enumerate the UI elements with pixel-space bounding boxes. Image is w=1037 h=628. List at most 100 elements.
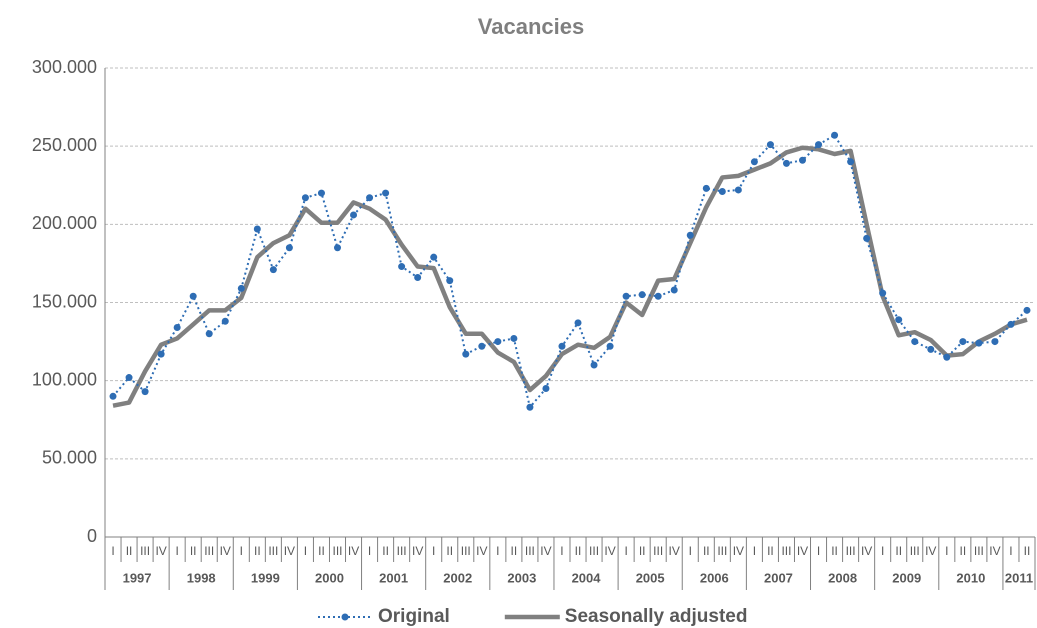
year-label: 1998 bbox=[187, 570, 216, 585]
year-label: 2008 bbox=[828, 570, 857, 585]
x-tick-label: II bbox=[639, 544, 646, 558]
x-tick-label: III bbox=[332, 544, 342, 558]
year-label: 1999 bbox=[251, 570, 280, 585]
point bbox=[414, 273, 422, 281]
year-label: 2004 bbox=[572, 570, 602, 585]
x-tick-label: II bbox=[703, 544, 710, 558]
x-tick-label: III bbox=[653, 544, 663, 558]
point bbox=[1007, 320, 1015, 328]
point bbox=[927, 345, 935, 353]
x-tick-label: I bbox=[175, 544, 178, 558]
year-label: 2000 bbox=[315, 570, 344, 585]
x-tick-label: IV bbox=[476, 544, 487, 558]
point bbox=[109, 392, 117, 400]
y-tick-label: 100.000 bbox=[32, 369, 97, 389]
legend-label: Original bbox=[378, 606, 450, 627]
point bbox=[815, 141, 823, 149]
x-tick-label: IV bbox=[861, 544, 872, 558]
point bbox=[366, 194, 374, 202]
point bbox=[686, 231, 694, 239]
point bbox=[911, 338, 919, 346]
x-tick-label: I bbox=[817, 544, 820, 558]
x-tick-label: III bbox=[974, 544, 984, 558]
x-tick-label: IV bbox=[412, 544, 423, 558]
point bbox=[237, 284, 245, 292]
x-tick-label: III bbox=[461, 544, 471, 558]
year-label: 2001 bbox=[379, 570, 408, 585]
x-tick-label: II bbox=[382, 544, 389, 558]
x-tick-label: I bbox=[240, 544, 243, 558]
point bbox=[157, 350, 165, 358]
point bbox=[670, 286, 678, 294]
x-tick-label: I bbox=[881, 544, 884, 558]
x-tick-label: I bbox=[945, 544, 948, 558]
chart-title: Vacancies bbox=[478, 14, 584, 39]
point bbox=[269, 266, 277, 274]
point bbox=[734, 186, 742, 194]
year-label: 2009 bbox=[892, 570, 921, 585]
point bbox=[285, 244, 293, 252]
point bbox=[205, 330, 213, 338]
x-tick-label: IV bbox=[797, 544, 808, 558]
point bbox=[430, 253, 438, 261]
point bbox=[1023, 306, 1031, 314]
x-tick-label: II bbox=[254, 544, 261, 558]
point bbox=[558, 342, 566, 350]
point bbox=[542, 384, 550, 392]
year-label: 2011 bbox=[1005, 570, 1033, 585]
point bbox=[718, 188, 726, 196]
x-tick-label: II bbox=[318, 544, 325, 558]
point bbox=[141, 388, 149, 396]
x-tick-label: IV bbox=[989, 544, 1000, 558]
x-tick-label: III bbox=[525, 544, 535, 558]
point bbox=[863, 234, 871, 242]
point bbox=[462, 350, 470, 358]
point bbox=[253, 225, 261, 233]
point bbox=[991, 338, 999, 346]
year-label: 2003 bbox=[507, 570, 536, 585]
x-tick-label: IV bbox=[284, 544, 295, 558]
point bbox=[125, 374, 133, 382]
point bbox=[189, 292, 197, 300]
year-label: 2010 bbox=[956, 570, 985, 585]
point bbox=[173, 324, 181, 332]
x-tick-label: III bbox=[204, 544, 214, 558]
point bbox=[831, 131, 839, 139]
point bbox=[782, 159, 790, 167]
x-tick-label: II bbox=[190, 544, 197, 558]
x-tick-label: III bbox=[268, 544, 278, 558]
x-tick-label: IV bbox=[220, 544, 231, 558]
x-tick-label: I bbox=[689, 544, 692, 558]
point bbox=[350, 211, 358, 219]
point bbox=[606, 342, 614, 350]
y-tick-label: 300.000 bbox=[32, 57, 97, 77]
year-label: 2006 bbox=[700, 570, 729, 585]
year-label: 2007 bbox=[764, 570, 793, 585]
x-tick-label: III bbox=[140, 544, 150, 558]
legend-marker bbox=[341, 613, 349, 621]
series-line bbox=[112, 145, 1028, 408]
point bbox=[317, 189, 325, 197]
x-tick-label: II bbox=[767, 544, 774, 558]
point bbox=[622, 292, 630, 300]
x-tick-label: II bbox=[895, 544, 902, 558]
point bbox=[702, 184, 710, 192]
point bbox=[398, 263, 406, 271]
point bbox=[478, 342, 486, 350]
x-tick-label: III bbox=[910, 544, 920, 558]
x-tick-label: IV bbox=[925, 544, 936, 558]
legend-label: Seasonally adjusted bbox=[565, 606, 748, 627]
point bbox=[943, 353, 951, 361]
x-tick-label: IV bbox=[604, 544, 615, 558]
x-tick-label: I bbox=[624, 544, 627, 558]
point bbox=[510, 334, 518, 342]
point bbox=[446, 277, 454, 285]
x-tick-label: I bbox=[368, 544, 371, 558]
point bbox=[638, 291, 646, 299]
point bbox=[494, 338, 502, 346]
x-tick-label: II bbox=[126, 544, 133, 558]
x-tick-label: III bbox=[781, 544, 791, 558]
y-tick-label: 200.000 bbox=[32, 213, 97, 233]
x-tick-label: I bbox=[432, 544, 435, 558]
